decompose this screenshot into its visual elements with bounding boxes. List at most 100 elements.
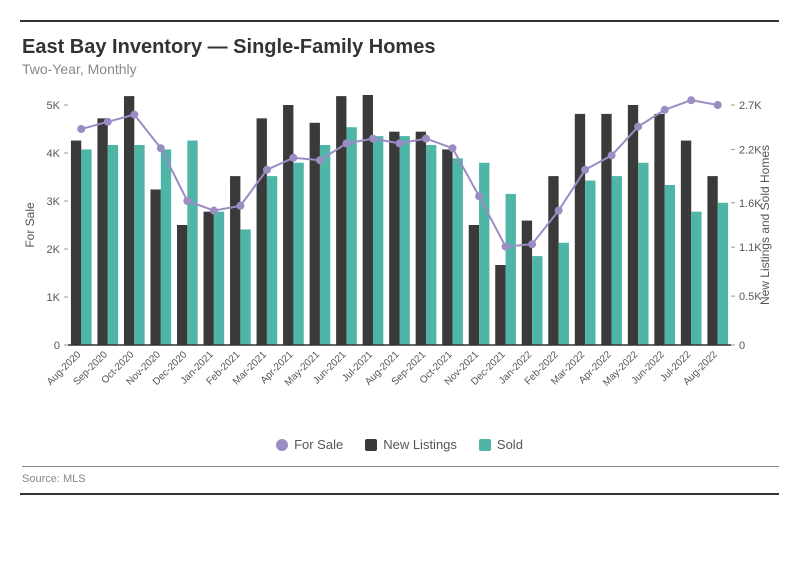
legend-swatch-new-listings xyxy=(365,439,377,451)
bar-new-listings xyxy=(257,118,267,345)
marker-for-sale xyxy=(502,243,510,251)
bar-new-listings xyxy=(336,96,346,345)
bar-sold xyxy=(293,163,303,345)
marker-for-sale xyxy=(449,144,457,152)
bar-sold xyxy=(532,256,542,345)
bar-sold xyxy=(585,181,595,345)
bar-sold xyxy=(559,243,569,345)
svg-text:3K: 3K xyxy=(47,196,61,208)
bar-new-listings xyxy=(442,149,452,345)
source-label: Source: xyxy=(22,473,60,485)
chart-area: 01K2K3K4K5K00.5K1.1K1.6K2.2K2.7KAug-2020… xyxy=(20,95,779,425)
marker-for-sale xyxy=(661,106,669,114)
marker-for-sale xyxy=(104,118,112,126)
marker-for-sale xyxy=(210,207,218,215)
left-axis-label: For Sale xyxy=(23,202,37,248)
svg-text:2K: 2K xyxy=(47,244,61,256)
bar-sold xyxy=(453,158,463,345)
bar-sold xyxy=(214,212,224,345)
bar-new-listings xyxy=(575,114,585,345)
bar-sold xyxy=(638,163,648,345)
bar-sold xyxy=(346,127,356,345)
svg-text:2.7K: 2.7K xyxy=(739,100,762,112)
marker-for-sale xyxy=(157,144,165,152)
bar-sold xyxy=(373,136,383,345)
bar-new-listings xyxy=(469,225,479,345)
bar-sold xyxy=(267,176,277,345)
svg-text:4K: 4K xyxy=(47,148,61,160)
marker-for-sale xyxy=(183,197,191,205)
bar-sold xyxy=(400,136,410,345)
bar-new-listings xyxy=(681,141,691,345)
bar-new-listings xyxy=(601,114,611,345)
chart-svg: 01K2K3K4K5K00.5K1.1K1.6K2.2K2.7KAug-2020… xyxy=(20,95,779,425)
bar-sold xyxy=(108,145,118,345)
marker-for-sale xyxy=(634,123,642,131)
marker-for-sale xyxy=(236,202,244,210)
chart-title: East Bay Inventory — Single-Family Homes xyxy=(22,36,779,59)
marker-for-sale xyxy=(289,154,297,162)
legend-swatch-sold xyxy=(479,439,491,451)
marker-for-sale xyxy=(369,135,377,143)
bar-sold xyxy=(691,212,701,345)
bar-new-listings xyxy=(389,132,399,345)
svg-text:0: 0 xyxy=(54,340,60,352)
bar-sold xyxy=(612,176,622,345)
marker-for-sale xyxy=(342,139,350,147)
svg-text:1K: 1K xyxy=(47,292,61,304)
svg-text:0: 0 xyxy=(739,340,745,352)
right-axis-label: New Listings and Sold Homes xyxy=(758,145,772,305)
legend-label-new-listings: New Listings xyxy=(383,437,457,452)
legend-for-sale: For Sale xyxy=(276,437,343,452)
legend-label-for-sale: For Sale xyxy=(294,437,343,452)
marker-for-sale xyxy=(528,240,536,248)
bar-sold xyxy=(426,145,436,345)
bar-new-listings xyxy=(177,225,187,345)
legend-new-listings: New Listings xyxy=(365,437,457,452)
marker-for-sale xyxy=(714,101,722,109)
marker-for-sale xyxy=(555,207,563,215)
bar-sold xyxy=(81,149,91,345)
legend-label-sold: Sold xyxy=(497,437,523,452)
marker-for-sale xyxy=(77,125,85,133)
bar-new-listings xyxy=(495,265,505,345)
bar-new-listings xyxy=(707,176,717,345)
bar-sold xyxy=(506,194,516,345)
bar-sold xyxy=(718,203,728,345)
chart-card: East Bay Inventory — Single-Family Homes… xyxy=(20,20,779,495)
bar-new-listings xyxy=(416,132,426,345)
legend-dot-for-sale xyxy=(276,439,288,451)
bar-new-listings xyxy=(310,123,320,345)
bar-sold xyxy=(134,145,144,345)
bar-sold xyxy=(320,145,330,345)
chart-subtitle: Two-Year, Monthly xyxy=(22,61,779,77)
marker-for-sale xyxy=(475,192,483,200)
legend: For Sale New Listings Sold xyxy=(20,437,779,452)
bar-new-listings xyxy=(97,118,107,345)
bar-new-listings xyxy=(522,221,532,345)
bar-new-listings xyxy=(71,141,81,345)
marker-for-sale xyxy=(130,111,138,119)
marker-for-sale xyxy=(316,156,324,164)
svg-text:5K: 5K xyxy=(47,100,61,112)
bar-new-listings xyxy=(548,176,558,345)
source-line: Source: MLS xyxy=(22,466,779,485)
source-value: MLS xyxy=(63,473,86,485)
bar-sold xyxy=(187,141,197,345)
bar-new-listings xyxy=(230,176,240,345)
marker-for-sale xyxy=(396,139,404,147)
bar-new-listings xyxy=(204,212,214,345)
marker-for-sale xyxy=(263,166,271,174)
legend-sold: Sold xyxy=(479,437,523,452)
bar-sold xyxy=(240,229,250,345)
bar-new-listings xyxy=(628,105,638,345)
bar-new-listings xyxy=(283,105,293,345)
bar-sold xyxy=(665,185,675,345)
bar-new-listings xyxy=(124,96,134,345)
marker-for-sale xyxy=(687,96,695,104)
marker-for-sale xyxy=(422,135,430,143)
bar-sold xyxy=(479,163,489,345)
bar-new-listings xyxy=(654,114,664,345)
bar-new-listings xyxy=(363,95,373,345)
marker-for-sale xyxy=(608,151,616,159)
